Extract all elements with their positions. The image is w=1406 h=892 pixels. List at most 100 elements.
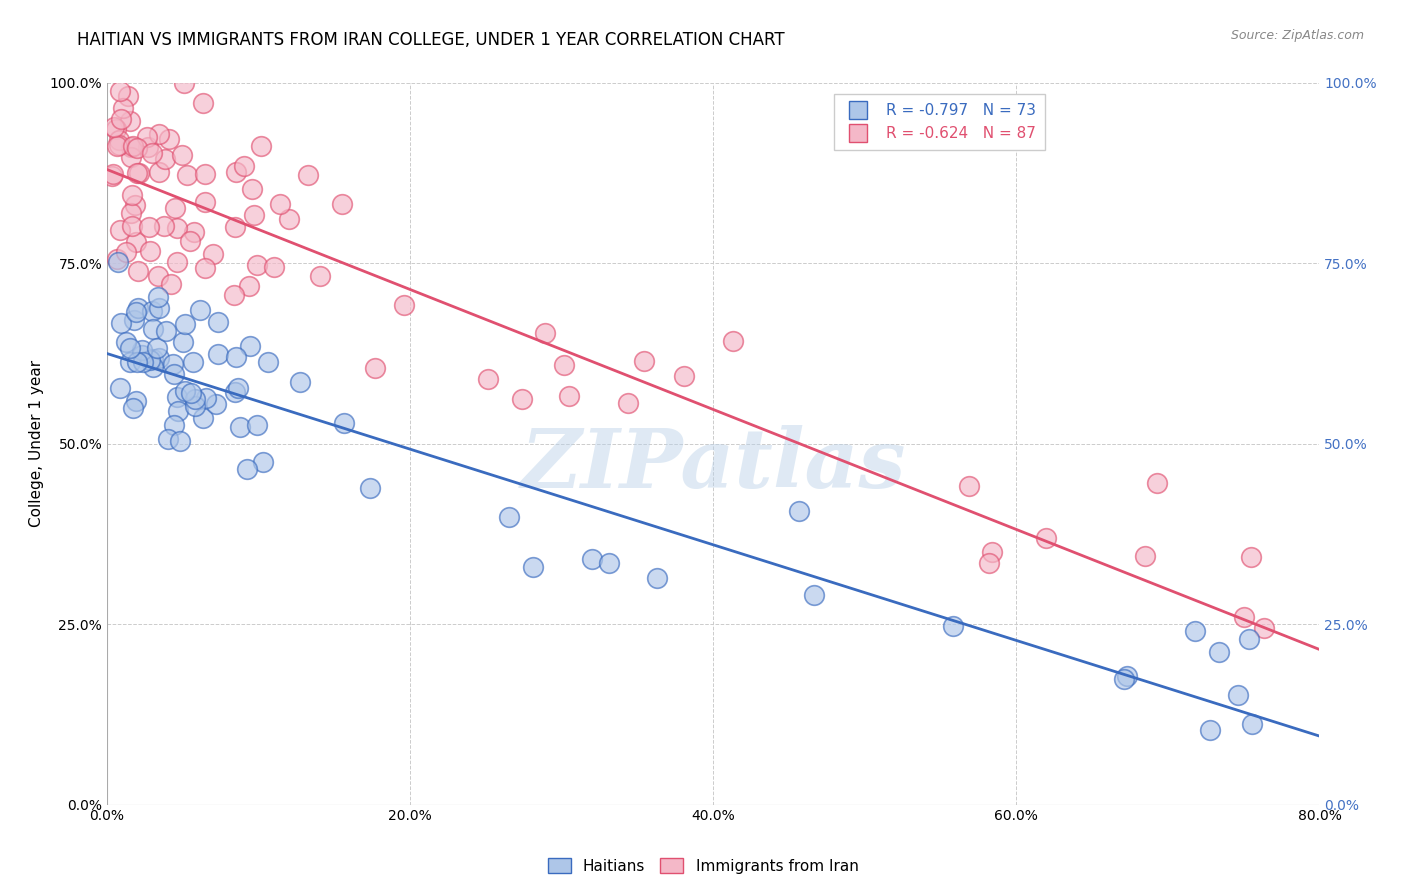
Point: [110, 112, 132, 127]
Point: [110, 381, 132, 395]
Point: [249, 138, 271, 153]
Point: [138, 353, 160, 368]
Point: [297, 168, 319, 182]
Point: [156, 432, 179, 446]
Point: [364, 361, 387, 376]
Point: [1115, 669, 1137, 683]
Point: [142, 351, 165, 366]
Legend: Haitians, Immigrants from Iran: Haitians, Immigrants from Iran: [541, 852, 865, 880]
Point: [522, 560, 544, 574]
Point: [510, 392, 533, 406]
Point: [122, 139, 145, 153]
Point: [117, 88, 139, 103]
Point: [146, 269, 169, 284]
Point: [166, 221, 188, 235]
Point: [246, 417, 269, 432]
Point: [146, 289, 169, 303]
Point: [645, 571, 668, 585]
Point: [176, 168, 198, 182]
Point: [120, 150, 142, 164]
Point: [183, 399, 205, 413]
Point: [1146, 476, 1168, 491]
Point: [332, 196, 354, 211]
Point: [148, 165, 170, 179]
Point: [787, 503, 810, 517]
Point: [110, 223, 132, 237]
Point: [188, 302, 211, 317]
Point: [157, 132, 180, 146]
Point: [183, 392, 205, 406]
Point: [132, 355, 155, 369]
Point: [225, 350, 247, 364]
Point: [224, 219, 246, 234]
Point: [534, 326, 557, 340]
Point: [128, 166, 150, 180]
Point: [1114, 672, 1136, 686]
Point: [205, 397, 228, 411]
Point: [240, 182, 263, 196]
Point: [207, 347, 229, 361]
Point: [152, 219, 174, 233]
Point: [173, 384, 195, 399]
Point: [308, 269, 330, 284]
Point: [115, 335, 138, 350]
Point: [207, 316, 229, 330]
Point: [111, 102, 134, 116]
Point: [131, 343, 153, 358]
Point: [598, 556, 620, 570]
Point: [359, 481, 381, 495]
Point: [942, 618, 965, 632]
Point: [103, 120, 125, 134]
Point: [121, 219, 143, 234]
Point: [131, 348, 153, 362]
Point: [138, 220, 160, 235]
Point: [148, 351, 170, 365]
Point: [141, 303, 163, 318]
Y-axis label: College, Under 1 year: College, Under 1 year: [30, 360, 44, 527]
Point: [155, 324, 177, 338]
Point: [233, 159, 256, 173]
Point: [257, 355, 280, 369]
Point: [723, 334, 745, 348]
Point: [553, 358, 575, 372]
Point: [124, 198, 146, 212]
Text: Source: ZipAtlas.com: Source: ZipAtlas.com: [1230, 29, 1364, 42]
Point: [1184, 624, 1206, 639]
Point: [120, 355, 142, 369]
Point: [558, 389, 581, 403]
Point: [225, 165, 247, 179]
Point: [125, 235, 148, 249]
Point: [107, 255, 129, 269]
Point: [252, 455, 274, 469]
Point: [183, 225, 205, 239]
Point: [1198, 723, 1220, 738]
Point: [1237, 632, 1260, 647]
Point: [166, 390, 188, 404]
Point: [179, 234, 201, 248]
Point: [183, 354, 205, 368]
Point: [127, 301, 149, 316]
Point: [167, 404, 190, 418]
Point: [243, 208, 266, 222]
Point: [1208, 645, 1230, 659]
Point: [1240, 549, 1263, 564]
Point: [105, 122, 128, 136]
Legend: R = -0.797   N = 73, R = -0.624   N = 87: R = -0.797 N = 73, R = -0.624 N = 87: [834, 95, 1045, 150]
Point: [228, 420, 250, 434]
Point: [194, 194, 217, 209]
Point: [1227, 689, 1250, 703]
Point: [236, 462, 259, 476]
Point: [617, 396, 640, 410]
Point: [160, 277, 183, 291]
Point: [105, 252, 128, 267]
Point: [1133, 549, 1156, 563]
Point: [142, 322, 165, 336]
Point: [957, 479, 980, 493]
Point: [394, 298, 416, 312]
Point: [239, 339, 262, 353]
Point: [114, 244, 136, 259]
Point: [172, 334, 194, 349]
Point: [127, 166, 149, 180]
Point: [139, 244, 162, 259]
Point: [162, 357, 184, 371]
